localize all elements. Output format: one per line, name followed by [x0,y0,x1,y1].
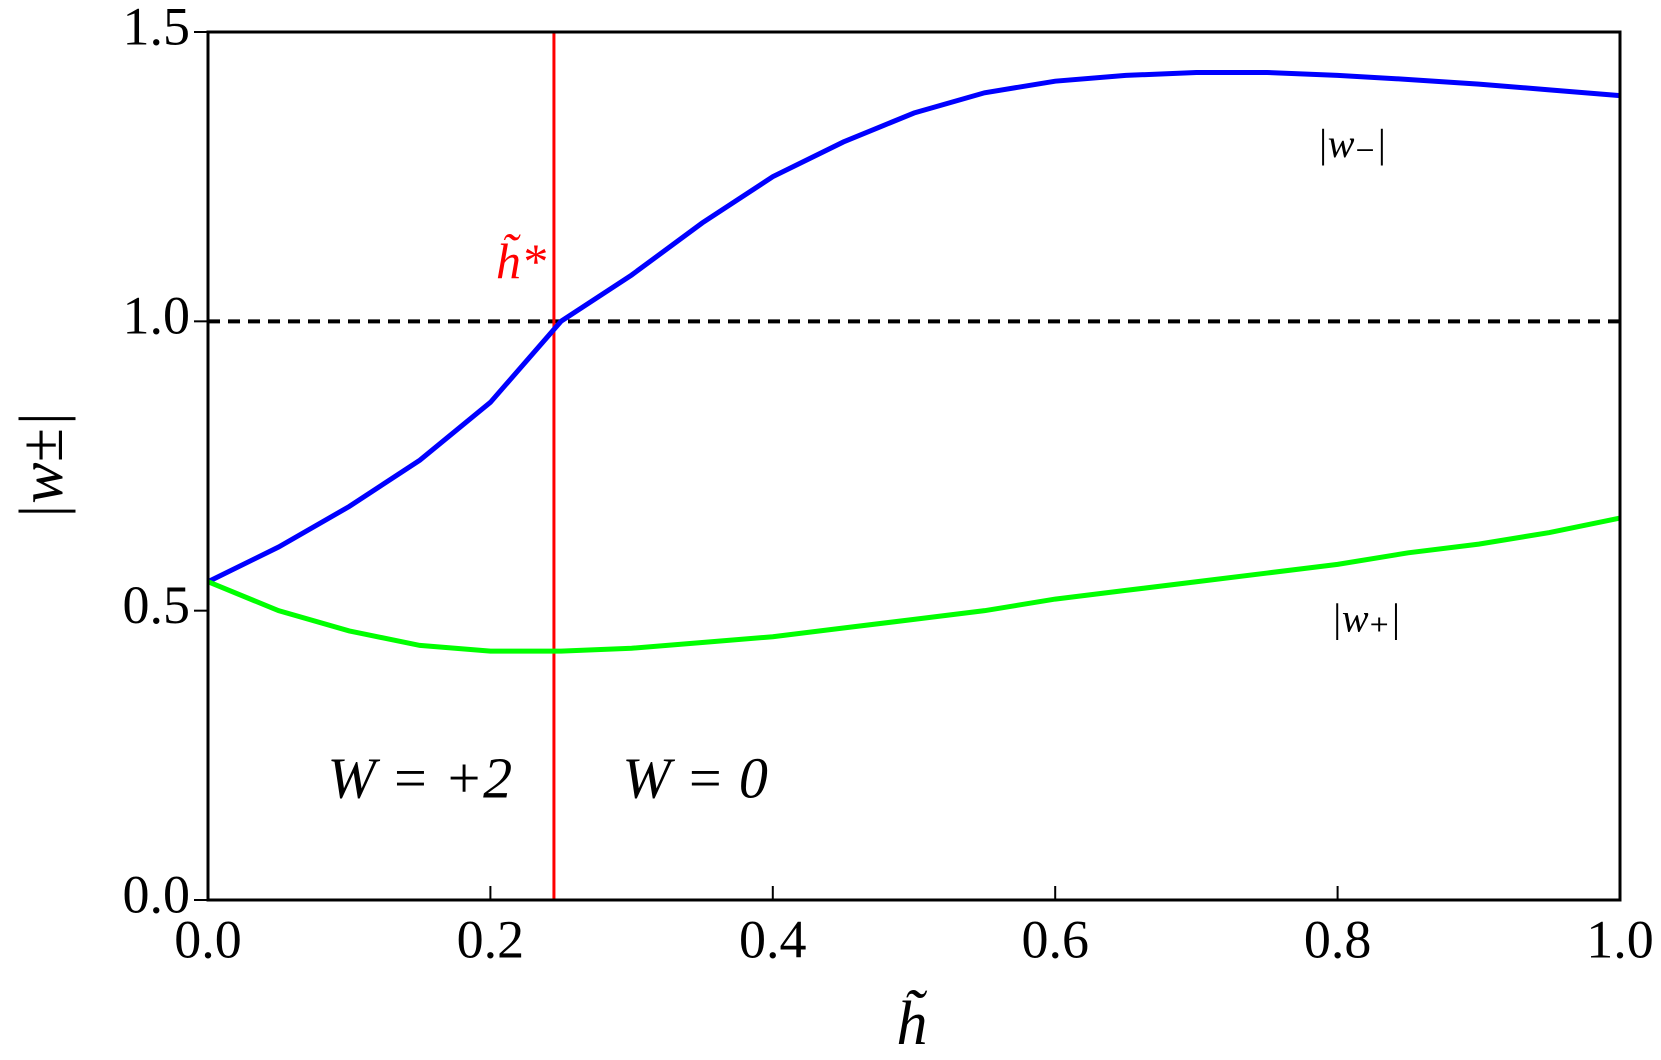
region-label: W = +2 [328,746,513,811]
y-tick-label: 0.0 [123,864,191,924]
y-tick-label: 1.5 [123,0,191,56]
y-tick-label: 1.0 [123,286,191,346]
x-tick-label: 0.0 [174,909,242,969]
x-tick-label: 0.8 [1304,909,1372,969]
plot-frame [206,30,1622,902]
critical-label: h̃* [496,233,546,289]
series-line [206,70,1621,584]
y-axis-label: |w±| [8,411,76,520]
x-axis-label: h̃ [897,990,928,1058]
x-tick-label: 1.0 [1586,909,1654,969]
region-label: W = 0 [622,746,767,811]
y-tick-label: 0.5 [123,575,191,635]
series-label: |w₊| [1331,595,1401,640]
x-tick-label: 0.4 [739,909,807,969]
series-line [207,515,1621,654]
series-label: |w₋| [1317,121,1387,166]
x-tick-label: 0.6 [1021,909,1089,969]
x-tick-label: 0.2 [457,909,525,969]
